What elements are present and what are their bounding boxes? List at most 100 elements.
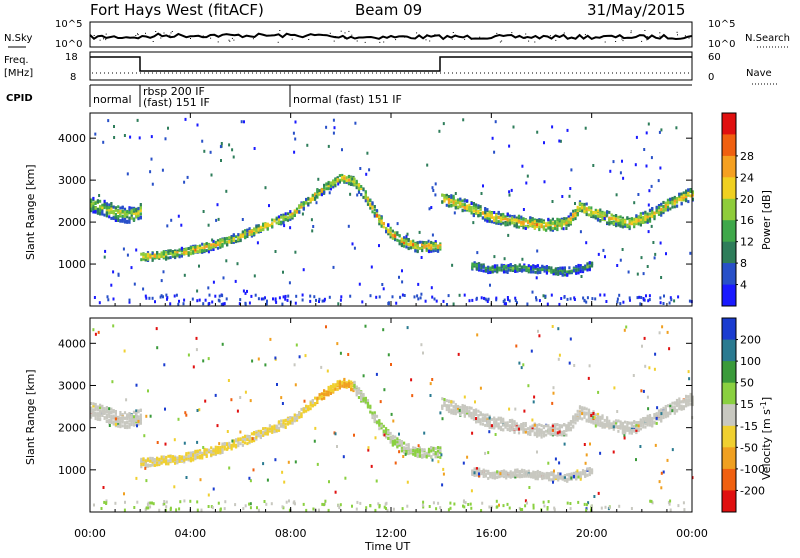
heatmap-cell — [475, 203, 477, 206]
heatmap-cell — [523, 475, 525, 478]
heatmap-cell — [543, 141, 545, 144]
heatmap-cell — [586, 203, 588, 206]
heatmap-cell — [608, 223, 610, 226]
heatmap-cell — [207, 286, 209, 289]
heatmap-cell — [110, 408, 112, 411]
heatmap-cell — [471, 470, 473, 473]
heatmap-cell — [300, 413, 302, 416]
heatmap-cell — [358, 388, 360, 391]
heatmap-cell — [383, 430, 385, 433]
heatmap-cell — [135, 210, 137, 213]
heatmap-cell — [483, 475, 485, 478]
heatmap-cell — [430, 447, 432, 450]
heatmap-cell — [233, 237, 235, 240]
heatmap-cell — [575, 472, 577, 475]
heatmap-cell — [541, 268, 543, 271]
heatmap-cell — [552, 218, 554, 221]
heatmap-cell — [226, 237, 228, 240]
y-tick-label: 1000 — [58, 258, 86, 271]
heatmap-cell — [356, 186, 358, 189]
heatmap-cell — [92, 402, 94, 405]
heatmap-cell — [582, 266, 584, 269]
heatmap-cell — [401, 444, 403, 447]
heatmap-cell — [267, 429, 269, 432]
search-noise-dot — [365, 42, 366, 43]
heatmap-cell — [660, 301, 662, 304]
heatmap-cell — [354, 122, 356, 125]
heatmap-cell — [503, 271, 505, 274]
heatmap-cell — [258, 229, 260, 232]
heatmap-cell — [662, 205, 664, 208]
heatmap-cell — [343, 181, 345, 184]
heatmap-cell — [538, 429, 540, 432]
heatmap-cell — [142, 288, 144, 291]
heatmap-cell — [480, 264, 482, 267]
heatmap-cell — [592, 211, 594, 214]
heatmap-cell — [583, 413, 585, 416]
heatmap-cell — [394, 439, 396, 442]
heatmap-cell — [471, 266, 473, 269]
heatmap-cell — [498, 211, 500, 214]
heatmap-cell — [378, 215, 380, 218]
heatmap-cell — [503, 470, 505, 473]
beam-label: Beam 09 — [355, 1, 422, 19]
frequency-line — [90, 57, 692, 71]
heatmap-cell — [412, 453, 414, 456]
heatmap-cell — [659, 167, 661, 170]
heatmap-cell — [278, 420, 280, 423]
heatmap-cell — [597, 209, 599, 212]
heatmap-cell — [674, 205, 676, 208]
search-noise-dot — [564, 33, 565, 34]
heatmap-cell — [92, 202, 94, 205]
heatmap-cell — [510, 269, 512, 272]
heatmap-cell — [554, 426, 556, 429]
heatmap-cell — [473, 202, 475, 205]
heatmap-cell — [621, 160, 623, 163]
heatmap-cell — [110, 211, 112, 214]
heatmap-cell — [421, 448, 423, 451]
heatmap-cell — [314, 397, 316, 400]
heatmap-cell — [131, 418, 133, 421]
heatmap-cell — [450, 196, 452, 199]
heatmap-cell — [453, 201, 455, 204]
heatmap-cell — [307, 197, 309, 200]
heatmap-cell — [656, 422, 658, 425]
heatmap-cell — [106, 207, 108, 210]
freq-label-1: Freq. — [4, 55, 29, 66]
heatmap-cell — [683, 407, 685, 410]
heatmap-cell — [446, 399, 448, 402]
heatmap-cell — [365, 173, 367, 176]
heatmap-cell — [534, 220, 536, 223]
heatmap-cell — [430, 247, 432, 250]
heatmap-cell — [448, 294, 450, 297]
heatmap-cell — [522, 221, 524, 224]
heatmap-cell — [285, 423, 287, 426]
heatmap-cell — [99, 301, 101, 304]
heatmap-cell — [644, 211, 646, 214]
heatmap-cell — [196, 299, 198, 302]
heatmap-cell — [563, 423, 565, 426]
heatmap-cell — [205, 299, 207, 302]
heatmap-cell — [539, 299, 541, 302]
heatmap-cell — [575, 272, 577, 275]
heatmap-cell — [334, 181, 336, 184]
heatmap-cell — [559, 218, 561, 221]
heatmap-cell — [208, 224, 210, 227]
heatmap-cell — [551, 125, 553, 128]
heatmap-cell — [622, 225, 624, 228]
heatmap-cell — [678, 198, 680, 201]
heatmap-cell — [262, 223, 264, 226]
heatmap-cell — [644, 216, 646, 219]
heatmap-cell — [520, 426, 522, 429]
heatmap-cell — [278, 215, 280, 218]
heatmap-cell — [583, 210, 585, 213]
heatmap-cell — [502, 215, 504, 218]
heatmap-cell — [223, 276, 225, 279]
heatmap-cell — [174, 253, 176, 256]
heatmap-cell — [583, 206, 585, 209]
heatmap-cell — [643, 148, 645, 151]
heatmap-cell — [535, 471, 537, 474]
heatmap-cell — [99, 200, 101, 203]
